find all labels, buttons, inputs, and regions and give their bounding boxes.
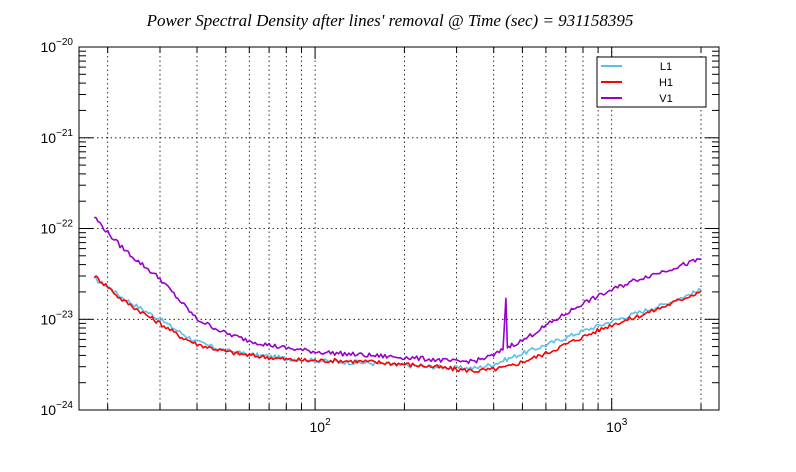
y-tick-label: 10−21 bbox=[40, 128, 73, 146]
y-tick-label-exponent: −23 bbox=[56, 309, 73, 320]
legend-label-v1: V1 bbox=[659, 93, 672, 105]
y-tick-label-exponent: −20 bbox=[56, 37, 73, 48]
y-tick-label-exponent: −24 bbox=[56, 400, 73, 411]
x-tick-label-base: 10 bbox=[606, 419, 622, 435]
x-tick-label-base: 10 bbox=[310, 419, 326, 435]
y-tick-label-base: 10 bbox=[40, 311, 56, 327]
x-tick-label: 103 bbox=[606, 417, 628, 435]
y-tick-label: 10−22 bbox=[40, 219, 73, 237]
y-tick-label: 10−23 bbox=[40, 309, 73, 327]
x-tick-label: 102 bbox=[310, 417, 332, 435]
legend: L1 H1 V1 bbox=[596, 56, 707, 108]
y-tick-label-base: 10 bbox=[40, 402, 56, 418]
x-tick-label-exponent: 2 bbox=[325, 417, 331, 428]
y-tick-label-exponent: −22 bbox=[56, 219, 73, 230]
series-line-h1 bbox=[93, 275, 702, 374]
y-tick-label-base: 10 bbox=[40, 39, 56, 55]
y-tick-label: 10−20 bbox=[40, 37, 73, 55]
y-tick-label-base: 10 bbox=[40, 221, 56, 237]
axis-ticks bbox=[79, 46, 719, 411]
y-tick-label-base: 10 bbox=[40, 130, 56, 146]
series-layer bbox=[93, 216, 702, 374]
y-tick-label-exponent: −21 bbox=[56, 128, 73, 139]
x-tick-label-exponent: 3 bbox=[622, 417, 628, 428]
series-line-v1 bbox=[93, 216, 702, 365]
chart-title: Power Spectral Density after lines' remo… bbox=[146, 11, 634, 30]
legend-label-l1: L1 bbox=[660, 61, 672, 73]
y-tick-label: 10−24 bbox=[40, 400, 73, 418]
legend-label-h1: H1 bbox=[659, 77, 673, 89]
